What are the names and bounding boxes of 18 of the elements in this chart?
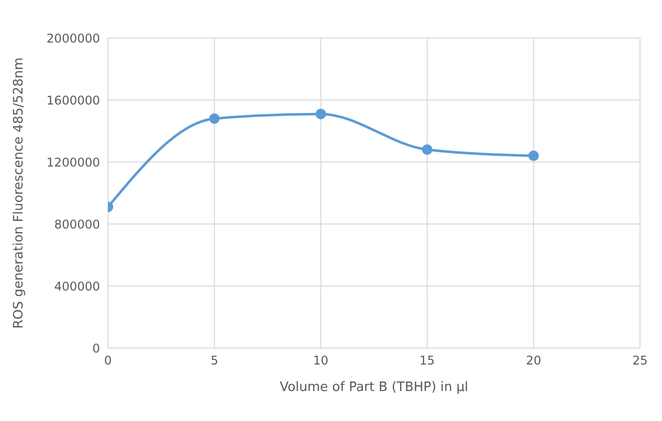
y-tick-label: 800000 [54,217,100,232]
x-tick-label: 5 [210,354,218,368]
point [422,144,432,155]
y-tick-label: 1600000 [46,93,100,108]
point [209,113,220,124]
y-tick-label: 1200000 [46,155,100,170]
x-tick-label: 0 [104,354,112,368]
point [316,108,326,120]
y-tick-label: 0 [92,341,100,356]
x-tick-label: 10 [313,354,328,368]
point [528,150,539,162]
y-tick-label: 400000 [54,279,100,294]
x-tick-label: 25 [632,354,648,368]
x-tick-label: 15 [420,354,435,368]
x-axis-title: Volume of Part B (TBHP) in µl [280,380,468,395]
y-tick-label: 2000000 [46,31,100,46]
x-tick-label: 20 [526,354,542,368]
y-axis-title: ROS generation Fluorescence 485/528nm [12,57,27,329]
